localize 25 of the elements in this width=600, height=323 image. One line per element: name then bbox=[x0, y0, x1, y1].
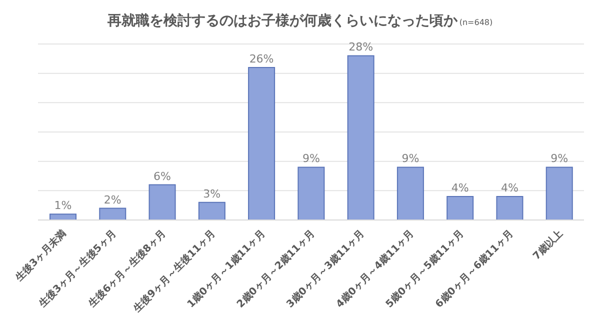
data-label: 3% bbox=[203, 187, 221, 200]
bar bbox=[546, 166, 573, 220]
chart-subtitle: (n=648) bbox=[459, 18, 493, 27]
bar bbox=[198, 202, 226, 220]
data-label: 9% bbox=[402, 152, 420, 166]
bar bbox=[99, 208, 126, 220]
data-label: 4% bbox=[451, 182, 469, 195]
data-label: 6% bbox=[154, 170, 171, 183]
bar bbox=[248, 66, 276, 220]
bar bbox=[148, 184, 176, 220]
chart-title: 再就職を検討するのはお子様が何歳くらいになった頃か bbox=[107, 13, 458, 29]
bar bbox=[446, 196, 474, 220]
bar bbox=[50, 214, 76, 220]
data-label: 9% bbox=[550, 152, 568, 166]
data-label: 9% bbox=[302, 152, 320, 166]
data-label: 4% bbox=[501, 182, 518, 195]
data-label: 26% bbox=[249, 52, 274, 66]
bar bbox=[298, 166, 325, 220]
bar bbox=[347, 55, 374, 220]
bar bbox=[496, 196, 524, 220]
data-label: 2% bbox=[104, 193, 122, 206]
data-label: 28% bbox=[348, 40, 374, 54]
data-label: 1% bbox=[54, 199, 72, 212]
bar bbox=[396, 166, 424, 220]
x-tick-label: 7歳以上 bbox=[530, 228, 566, 262]
